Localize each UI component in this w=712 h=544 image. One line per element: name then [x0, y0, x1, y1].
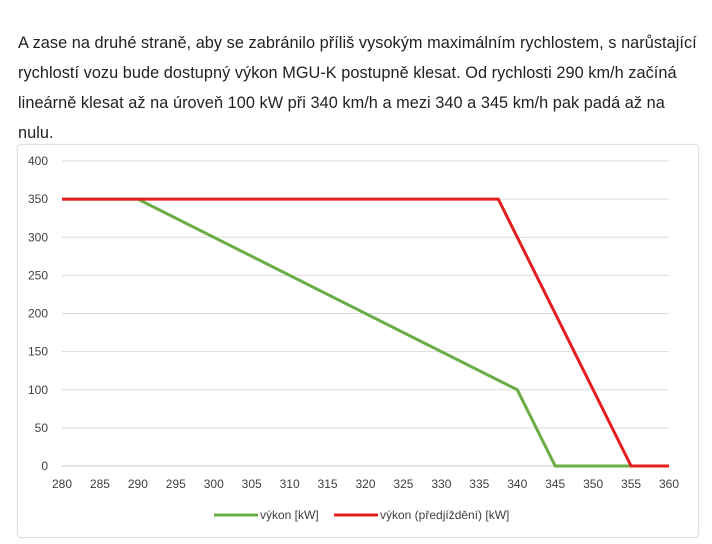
- chart-card: 0 50 100 150 200 250 300 350 400 280 285 290 295 300…: [17, 144, 699, 538]
- x-tick-label: 290: [128, 477, 148, 491]
- y-tick-label: 300: [28, 230, 48, 244]
- series-line-2: [62, 197, 669, 468]
- y-tick-label: 50: [35, 421, 49, 435]
- x-tick-label: 295: [166, 477, 186, 491]
- y-tick-label: 0: [41, 459, 48, 473]
- y-tick-label: 350: [28, 192, 48, 206]
- y-tick-label: 150: [28, 345, 48, 359]
- y-tick-label: 200: [28, 307, 48, 321]
- x-tick-label: 310: [280, 477, 300, 491]
- legend-label-1: výkon [kW]: [260, 508, 319, 522]
- x-tick-label: 300: [204, 477, 224, 491]
- legend-label-2: výkon (předjíždění) [kW]: [380, 508, 509, 522]
- x-tick-label: 355: [621, 477, 641, 491]
- x-tick-label: 335: [469, 477, 489, 491]
- x-tick-label: 330: [431, 477, 451, 491]
- line-chart: 0 50 100 150 200 250 300 350 400 280 285 290 295 300…: [28, 154, 679, 522]
- y-tick-label: 250: [28, 268, 48, 282]
- series-lines: [62, 197, 669, 468]
- x-tick-label: 340: [507, 477, 527, 491]
- x-tick-label: 360: [659, 477, 679, 491]
- x-tick-label: 315: [318, 477, 338, 491]
- article-paragraph: A zase na druhé straně, aby se zabránilo…: [18, 34, 697, 143]
- x-tick-label: 285: [90, 477, 110, 491]
- series-line-1: [62, 197, 632, 468]
- legend: výkon [kW] výkon (předjíždění) [kW]: [214, 508, 509, 522]
- y-tick-label: 400: [28, 154, 48, 168]
- x-tick-label: 350: [583, 477, 603, 491]
- x-axis-tick-labels: 280 285 290 295 300 305 310 315 320 325 330 335 340 3…: [52, 477, 679, 491]
- x-tick-label: 325: [393, 477, 413, 491]
- x-tick-label: 280: [52, 477, 72, 491]
- x-tick-label: 320: [355, 477, 375, 491]
- x-tick-label: 345: [545, 477, 565, 491]
- y-axis-tick-labels: 0 50 100 150 200 250 300 350 400: [28, 154, 48, 473]
- y-tick-label: 100: [28, 383, 48, 397]
- x-tick-label: 305: [242, 477, 262, 491]
